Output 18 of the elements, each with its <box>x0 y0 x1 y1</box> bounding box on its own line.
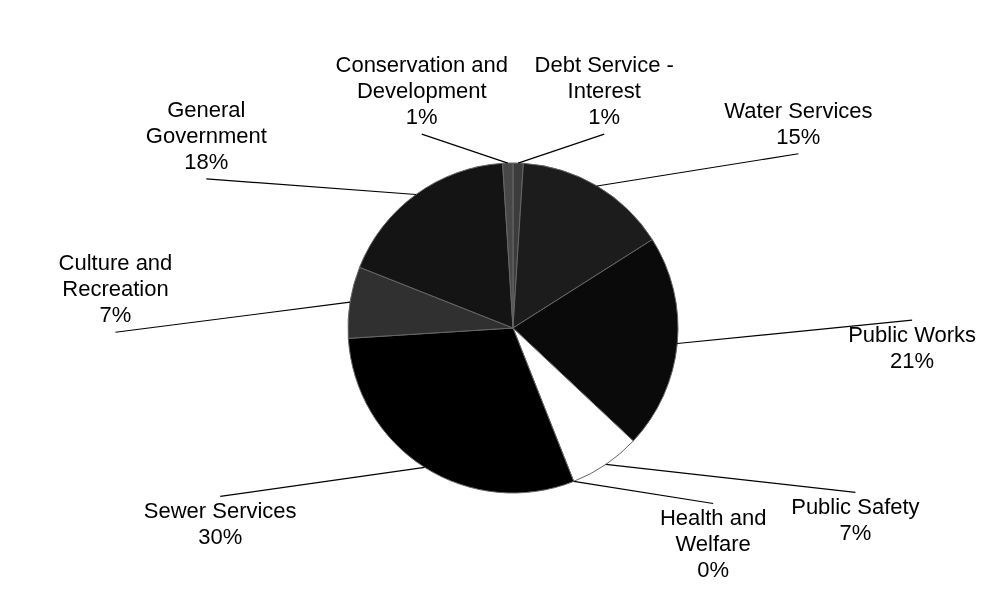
data-label: 7% <box>99 302 132 328</box>
slice-label: Conservation and Development <box>335 52 508 104</box>
data-label: 1% <box>405 104 438 130</box>
slice-label: Culture and Recreation <box>58 250 173 302</box>
data-label: 30% <box>198 524 243 550</box>
data-label: 15% <box>776 123 821 149</box>
slice-label: Public Safety <box>791 494 920 520</box>
slice-label: Public Works <box>848 322 977 348</box>
category-label: Health and Welfare <box>659 505 767 557</box>
text: 0% <box>697 557 730 583</box>
slice-label: Sewer Services <box>143 498 297 524</box>
slice-label: Water Services <box>724 97 873 123</box>
data-label: 18% <box>184 148 229 174</box>
data-label: 7% <box>839 520 872 546</box>
slice-label: General Government <box>145 96 267 148</box>
data-label: 1% <box>588 104 621 130</box>
data-label: 21% <box>890 348 935 374</box>
slice-label: Debt Service - Interest <box>534 52 674 104</box>
